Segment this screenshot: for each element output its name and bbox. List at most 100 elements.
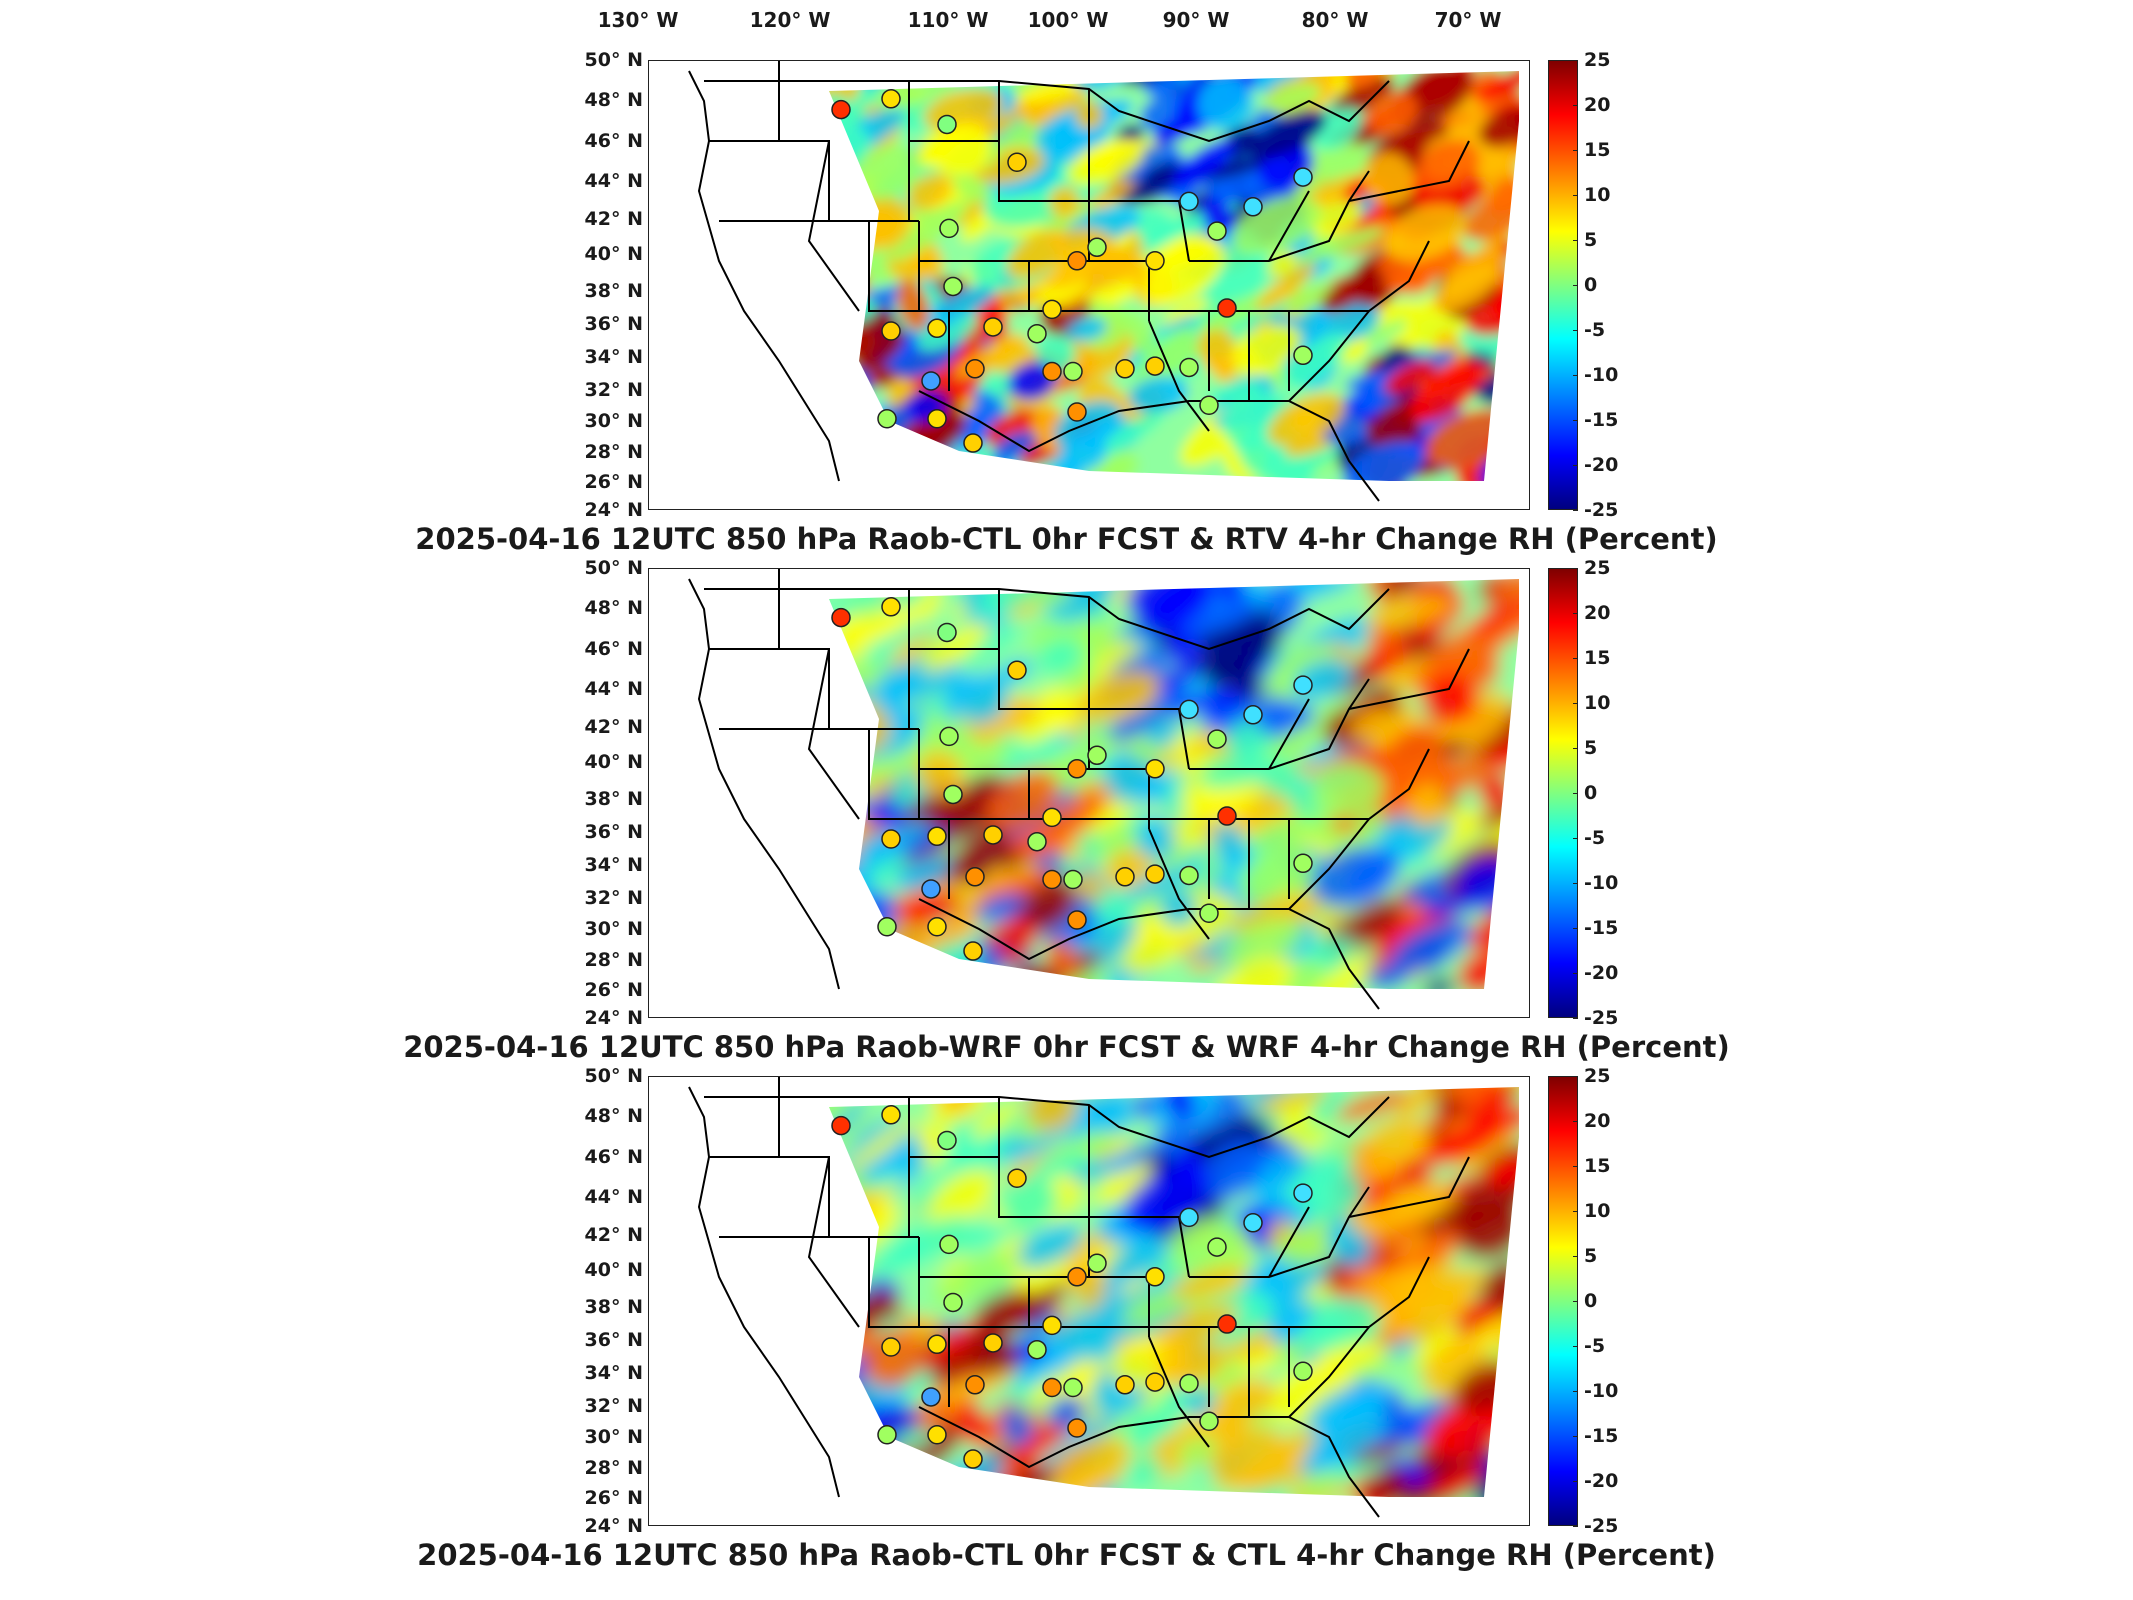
raob-station-marker (1207, 729, 1227, 749)
raob-station-marker (831, 99, 851, 120)
raob-station-marker (1145, 759, 1165, 779)
colorbar-tick (1573, 793, 1578, 794)
rh-change-field (829, 579, 1519, 989)
latitude-label: 28° N (584, 1457, 643, 1479)
latitude-label: 36° N (584, 313, 643, 335)
raob-station-marker (1207, 221, 1227, 241)
latitude-label: 48° N (584, 89, 643, 111)
latitude-label: 46° N (584, 638, 643, 660)
raob-station-marker (831, 607, 851, 628)
latitude-label: 36° N (584, 821, 643, 843)
latitude-label: 34° N (584, 346, 643, 368)
colorbar-tick-label: 10 (1584, 692, 1611, 714)
raob-station-marker (1087, 237, 1107, 258)
raob-station-marker (1067, 402, 1087, 422)
latitude-label: 24° N (584, 1515, 643, 1537)
colorbar-tick (1573, 748, 1578, 749)
longitude-label: 90° W (1162, 8, 1230, 32)
colorbar-tick-label: 5 (1584, 1245, 1598, 1267)
raob-station-marker (963, 941, 983, 961)
colorbar-tick (1573, 1346, 1578, 1347)
latitude-label: 38° N (584, 788, 643, 810)
raob-station-marker (1179, 699, 1199, 720)
raob-station-marker (1217, 806, 1237, 826)
colorbar-tick (1573, 510, 1578, 511)
colorbar-tick-label: -20 (1584, 962, 1619, 984)
raob-station-marker (983, 825, 1003, 845)
map-panel: 50° N 48° N 46° N 44° N 42° N 40° N 38° N 36° N… (0, 1065, 2133, 1586)
latitude-label: 28° N (584, 949, 643, 971)
latitude-label: 46° N (584, 130, 643, 152)
raob-station-marker (877, 917, 897, 937)
raob-station-marker (1042, 1377, 1062, 1398)
latitude-label: 44° N (584, 1186, 643, 1208)
map-plot-area (648, 1076, 1530, 1526)
raob-station-marker (1217, 298, 1237, 318)
raob-station-marker (1293, 345, 1313, 366)
colorbar-tick (1573, 703, 1578, 704)
latitude-label: 26° N (584, 979, 643, 1001)
colorbar-tick-label: 25 (1584, 557, 1611, 579)
colorbar-tick-label: 15 (1584, 139, 1611, 161)
raob-stations (831, 597, 1313, 961)
colorbar-tick (1573, 838, 1578, 839)
longitude-label: 120° W (749, 8, 831, 32)
colorbar-tick (1573, 658, 1578, 659)
latitude-label: 32° N (584, 1395, 643, 1417)
colorbar-tick (1573, 928, 1578, 929)
raob-station-marker (1179, 357, 1199, 378)
raob-station-marker (1027, 1339, 1047, 1360)
latitude-label: 30° N (584, 918, 643, 940)
latitude-label: 42° N (584, 208, 643, 230)
raob-station-marker (1179, 1207, 1199, 1228)
raob-station-marker (1293, 167, 1313, 187)
raob-station-marker (877, 1425, 897, 1445)
latitude-label: 38° N (584, 1296, 643, 1318)
raob-station-marker (937, 114, 957, 135)
colorbar-tick-label: 5 (1584, 737, 1598, 759)
colorbar-tick (1573, 1391, 1578, 1392)
raob-station-marker (983, 317, 1003, 337)
latitude-label: 28° N (584, 441, 643, 463)
raob-station-marker (1145, 356, 1165, 376)
colorbar-tick (1573, 1256, 1578, 1257)
raob-station-marker (881, 321, 901, 341)
raob-station-marker (1067, 1267, 1087, 1287)
colorbar-tick-label: -15 (1584, 1425, 1619, 1447)
raob-station-marker (921, 879, 941, 899)
raob-station-marker (1293, 1361, 1313, 1382)
latitude-label: 40° N (584, 1259, 643, 1281)
raob-station-marker (1217, 1314, 1237, 1334)
colorbar-tick (1573, 105, 1578, 106)
raob-station-marker (927, 1425, 947, 1445)
colorbar-tick (1573, 375, 1578, 376)
colorbar-tick-label: 25 (1584, 1065, 1611, 1087)
colorbar-tick-label: 15 (1584, 647, 1611, 669)
raob-station-marker (943, 784, 963, 805)
map-plot-area (648, 568, 1530, 1018)
raob-station-marker (1293, 1183, 1313, 1203)
raob-station-marker (881, 829, 901, 849)
raob-station-marker (881, 1337, 901, 1357)
raob-station-marker (943, 276, 963, 297)
longitude-label: 110° W (907, 8, 989, 32)
latitude-label: 44° N (584, 170, 643, 192)
raob-station-marker (1063, 1377, 1083, 1398)
raob-station-marker (1243, 1213, 1263, 1233)
raob-station-marker (927, 917, 947, 937)
colorbar-tick-label: 0 (1584, 782, 1598, 804)
raob-station-marker (1007, 152, 1027, 172)
raob-station-marker (1007, 1168, 1027, 1188)
latitude-label: 36° N (584, 1329, 643, 1351)
raob-station-marker (1207, 1237, 1227, 1257)
raob-station-marker (1063, 361, 1083, 382)
raob-station-marker (877, 409, 897, 429)
raob-station-marker (1007, 660, 1027, 680)
raob-station-marker (1243, 705, 1263, 725)
colorbar-tick (1573, 240, 1578, 241)
colorbar-tick-label: -20 (1584, 1470, 1619, 1492)
raob-station-marker (1115, 867, 1135, 887)
latitude-label: 50° N (584, 557, 643, 579)
raob-station-marker (1293, 853, 1313, 874)
raob-station-marker (943, 1292, 963, 1313)
